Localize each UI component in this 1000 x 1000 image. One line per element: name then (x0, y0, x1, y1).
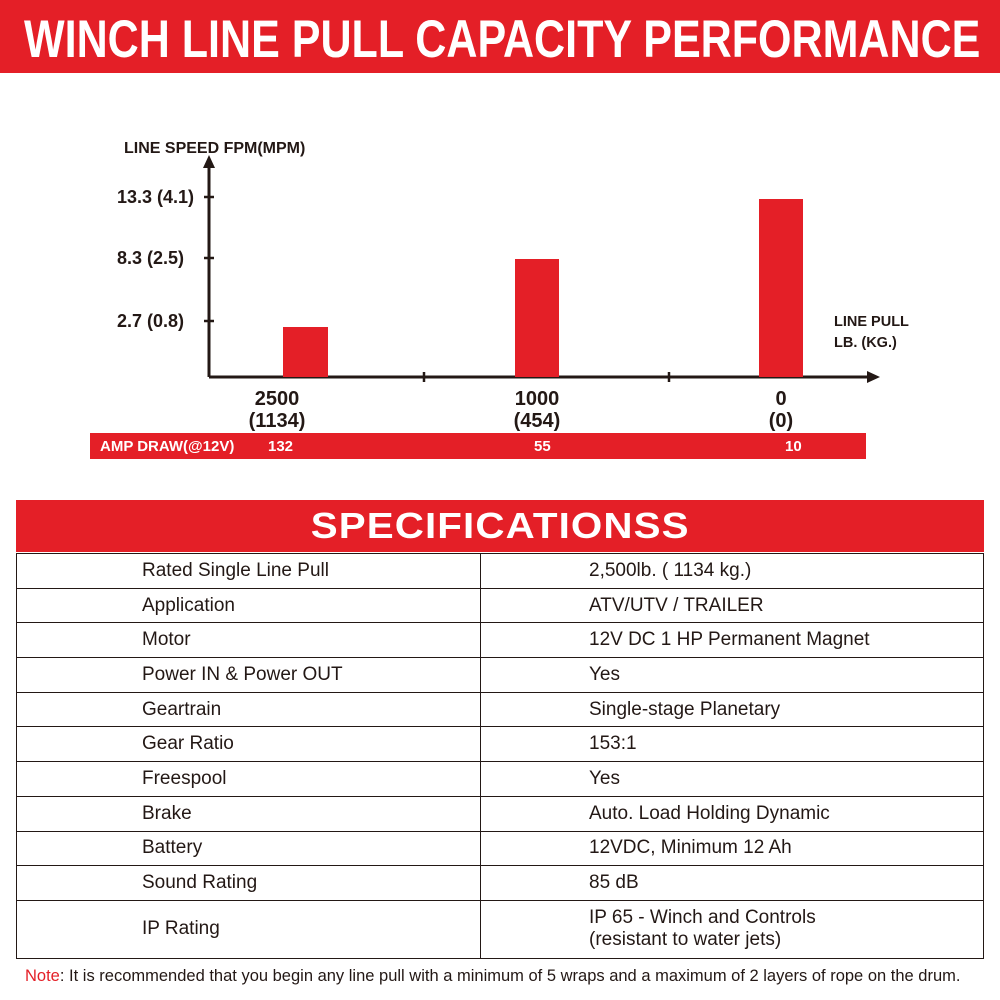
svg-text:(1134): (1134) (249, 410, 306, 432)
svg-text:8.3 (2.5): 8.3 (2.5) (117, 248, 184, 268)
svg-text:2500: 2500 (255, 388, 300, 410)
svg-text:LINE SPEED FPM(MPM): LINE SPEED FPM(MPM) (124, 140, 305, 157)
svg-text:(0): (0) (769, 410, 793, 432)
svg-text:0: 0 (775, 388, 786, 410)
svg-text:LINE PULL: LINE PULL (834, 314, 909, 330)
svg-text:13.3 (4.1): 13.3 (4.1) (117, 187, 194, 207)
svg-text:(454): (454) (514, 410, 561, 432)
svg-text:2.7 (0.8): 2.7 (0.8) (117, 311, 184, 331)
svg-text:LB. (KG.): LB. (KG.) (834, 335, 897, 351)
svg-text:1000: 1000 (515, 388, 560, 410)
